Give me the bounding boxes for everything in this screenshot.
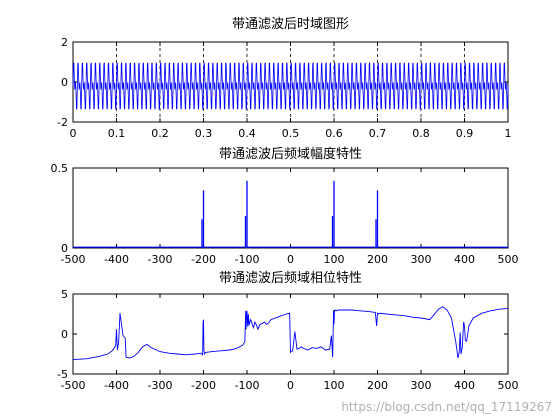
chart-3-x-tick-label: 500 [498, 379, 519, 392]
chart-1-y-tick-label: 2 [61, 36, 68, 49]
chart-3-phase-spectrum: -500 -400 -300 -200 -100 0 100 200 300 400 500 -5 0 5 [57, 288, 518, 392]
chart-1-y-tick-label: -2 [57, 116, 68, 129]
chart-1-x-tick-label: 0.3 [195, 127, 213, 140]
chart-2-title: 带通滤波后频域幅度特性 [219, 146, 362, 162]
chart-1-x-tick-label: 0.4 [238, 127, 256, 140]
chart-1-time-domain: 0 0.1 0.2 0.3 0.4 0.5 0.6 0.7 0.8 0.9 1-202 [57, 36, 511, 140]
chart-2-amplitude-spectrum: -500 -400 -300 -200 -100 0 100 200 300 400 500 0 0.5 [51, 162, 519, 266]
chart-3-x-tick-label: -100 [235, 379, 260, 392]
chart-1-y-tick-label: 0 [61, 76, 68, 89]
chart-3-y-tick-label: 0 [61, 328, 68, 341]
chart-2-x-tick-label: 0 [287, 253, 294, 266]
chart-3-x-tick-label: 200 [367, 379, 388, 392]
chart-1-x-tick-label: 0 [70, 127, 77, 140]
chart-2-x-tick-label: 300 [411, 253, 432, 266]
chart-2-x-tick-label: 100 [324, 253, 345, 266]
chart-2-x-tick-label: -100 [235, 253, 260, 266]
chart-3-x-tick-label: 0 [287, 379, 294, 392]
chart-3-y-tick-label: -5 [57, 368, 68, 381]
chart-1-x-tick-label: 0.6 [325, 127, 343, 140]
chart-1-x-tick-label: 0.8 [412, 127, 430, 140]
chart-3-x-tick-label: -500 [61, 379, 86, 392]
chart-3-y-tick-label: 5 [61, 288, 68, 301]
chart-1-x-tick-label: 0.7 [369, 127, 387, 140]
chart-1-x-tick-label: 0.2 [151, 127, 169, 140]
chart-1-x-tick-label: 0.1 [108, 127, 126, 140]
chart-3-x-tick-label: -400 [104, 379, 129, 392]
chart-1-signal-line [72, 62, 509, 110]
chart-3-phase-line [72, 306, 509, 361]
chart-1-x-tick-label: 0.9 [456, 127, 474, 140]
chart-2-y-tick-label: 0 [61, 242, 68, 255]
chart-2-x-tick-label: -400 [104, 253, 129, 266]
chart-3-x-tick-label: -300 [148, 379, 173, 392]
chart-2-x-tick-label: 500 [498, 253, 519, 266]
chart-1-x-tick-label: 0.5 [282, 127, 300, 140]
chart-1-title: 带通滤波后时域图形 [232, 17, 349, 32]
chart-2-x-tick-label: -300 [148, 253, 173, 266]
watermark: https://blog.csdn.net/qq_17119267 [341, 400, 552, 414]
chart-3-x-tick-label: 400 [454, 379, 475, 392]
chart-3-x-tick-label: -200 [191, 379, 216, 392]
chart-2-x-tick-label: 200 [367, 253, 388, 266]
chart-1-x-tick-label: 1 [505, 127, 512, 140]
chart-2-x-tick-label: 400 [454, 253, 475, 266]
chart-3-x-tick-label: 300 [411, 379, 432, 392]
chart-2-x-tick-label: -500 [61, 253, 86, 266]
chart-3-x-tick-label: 100 [324, 379, 345, 392]
chart-2-x-tick-label: -200 [191, 253, 216, 266]
chart-2-y-tick-label: 0.5 [51, 162, 69, 175]
chart-3-title: 带通滤波后频域相位特性 [219, 271, 362, 286]
